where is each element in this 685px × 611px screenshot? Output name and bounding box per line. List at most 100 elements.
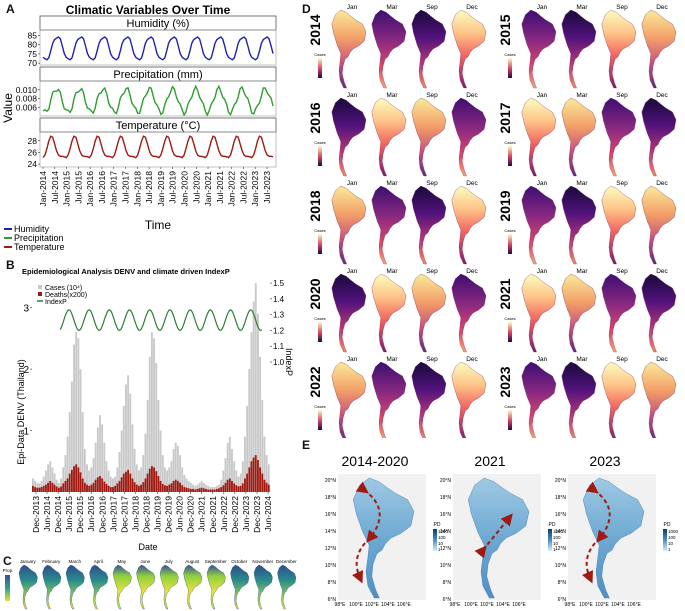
legend-colorbar (508, 410, 512, 430)
cases-bar (34, 480, 36, 492)
y2-tick-label: 1.1 (273, 342, 285, 351)
month-label: Jan (537, 180, 548, 187)
month-label: Sep (616, 4, 628, 11)
month-map (411, 97, 447, 177)
month-map (411, 185, 447, 265)
cases-bar (75, 332, 78, 492)
month-label: August (185, 559, 200, 564)
month-map (601, 361, 637, 438)
deaths-bar (176, 480, 179, 492)
cases-bar (259, 356, 262, 492)
deaths-bar (114, 485, 117, 492)
cases-bar (200, 480, 203, 492)
legend-title: Cases (504, 404, 515, 409)
x-tick-label: Jan-2023 (250, 171, 260, 207)
month-map (331, 185, 367, 265)
deaths-bar (127, 469, 130, 492)
deaths-bar (62, 483, 65, 492)
deaths-bar (116, 483, 119, 492)
cases-bar (129, 393, 132, 492)
lat-tick-label: 14°N (325, 529, 337, 535)
cases-bar (140, 467, 143, 492)
legend-tick-label: 1000 (553, 529, 564, 534)
legend-colorbar (508, 58, 512, 78)
cases-bar (166, 470, 168, 492)
deaths-bar (179, 482, 181, 492)
deaths-bar (135, 484, 138, 492)
deaths-bar (248, 467, 251, 492)
chart-b-xlabel: Date (138, 542, 157, 552)
lat-tick-label: 16°N (555, 512, 567, 518)
year-label: 2022 (307, 366, 323, 397)
cases-bar (157, 399, 160, 492)
month-map (253, 564, 273, 610)
cases-bar (241, 461, 244, 492)
month-map (331, 9, 367, 89)
deaths-bar (92, 482, 95, 492)
deaths-bar (239, 485, 242, 492)
month-label: Sep (426, 4, 438, 11)
lat-tick-label: 12°N (440, 546, 452, 552)
month-map (641, 273, 677, 353)
month-map (371, 361, 407, 438)
deaths-bar (222, 485, 225, 492)
deaths-bar (237, 486, 240, 492)
cases-bar (222, 470, 225, 492)
y-tick-label: 2 (23, 365, 29, 376)
cases-bar (231, 448, 233, 492)
panel-label-c: C (3, 554, 12, 568)
deaths-bar (215, 488, 218, 492)
cases-bar (148, 356, 151, 492)
deaths-bar (103, 481, 106, 492)
cases-bar (153, 338, 155, 492)
lat-tick-label: 8°N (443, 580, 452, 586)
x-tick-label: Jan-2014 (38, 171, 48, 207)
deaths-bar (86, 484, 88, 492)
month-label: Sep (426, 268, 438, 275)
cases-bar (60, 478, 62, 492)
chart-a-xlabel: Time (145, 218, 172, 232)
cases-bar (176, 445, 179, 492)
x-tick-label: Jan-2019 (156, 171, 166, 207)
facet-strip-label: Temperature (°C) (116, 120, 200, 132)
lat-tick-label: 16°N (325, 512, 337, 518)
y-tick-label: 70 (28, 58, 38, 68)
deaths-bar (257, 460, 259, 492)
cases-bar (83, 448, 86, 492)
month-map (411, 9, 447, 89)
lon-tick-label: 100°E (349, 602, 363, 608)
month-map (561, 97, 597, 177)
deaths-bar (101, 478, 104, 492)
cases-bar (174, 442, 177, 492)
deaths-bar (172, 480, 175, 492)
cases-bar (57, 482, 60, 492)
deaths-bar (209, 489, 212, 492)
cases-bar (207, 485, 210, 492)
cases-bar (112, 478, 114, 492)
deaths-bar (99, 476, 101, 492)
deaths-bar (226, 479, 229, 492)
deaths-bar (118, 480, 121, 492)
lon-tick-label: 102°E (595, 602, 609, 608)
deaths-bar (34, 487, 36, 492)
lon-tick-label: 102°E (480, 602, 494, 608)
y-tick-label: 26 (28, 147, 38, 157)
deaths-bar (189, 488, 192, 492)
indexp-line (59, 309, 263, 332)
cases-bar (81, 412, 84, 492)
deaths-bar (259, 467, 262, 492)
year-label: 2020 (307, 278, 323, 309)
month-map (65, 564, 85, 610)
legend-tick-label: 1 (553, 547, 556, 552)
month-map (89, 564, 109, 610)
deaths-bar (40, 487, 43, 492)
monthly-proportion-maps: January February March April May June July Augu… (3, 559, 297, 610)
climate-variables-chart: Climatic Variables Over Time Humidity (%… (1, 3, 277, 252)
cases-bar (237, 476, 240, 492)
deaths-bar (32, 485, 34, 492)
lon-tick-label: 106°E (627, 602, 641, 608)
deaths-bar (38, 487, 41, 492)
deaths-bar (198, 488, 201, 492)
month-label: Mar (386, 356, 398, 363)
month-label: September (205, 559, 228, 564)
